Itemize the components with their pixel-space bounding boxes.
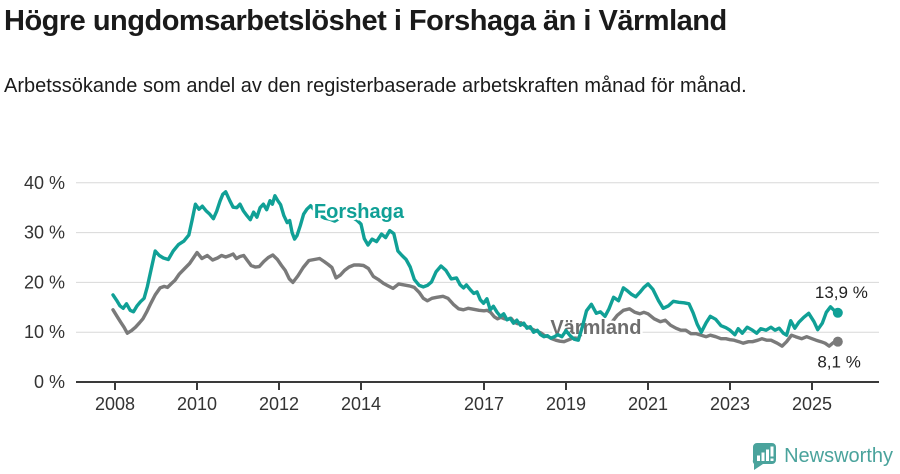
series-end-dot xyxy=(832,307,843,318)
x-axis-tick-label: 2023 xyxy=(710,394,750,414)
series-end-value-label: 8,1 % xyxy=(817,353,860,372)
series-end-dot xyxy=(832,336,843,347)
chart-subtitle: Arbetssökande som andel av den registerb… xyxy=(4,75,747,97)
series-name-label: Värmland xyxy=(550,317,641,339)
y-axis-tick-label: 40 % xyxy=(24,173,65,193)
y-axis-tick-label: 10 % xyxy=(24,322,65,342)
x-axis-tick-label: 2025 xyxy=(792,394,832,414)
x-axis-tick-label: 2014 xyxy=(341,394,381,414)
x-axis-tick-label: 2012 xyxy=(259,394,299,414)
newsworthy-logo[interactable]: Newsworthy xyxy=(752,442,893,470)
series-line-vrmland xyxy=(111,250,840,348)
series-end-value-label: 13,9 % xyxy=(815,283,868,302)
x-axis-tick-label: 2008 xyxy=(95,394,135,414)
newsworthy-logo-text: Newsworthy xyxy=(784,444,893,467)
x-axis-tick-label: 2010 xyxy=(177,394,217,414)
series-line-forshaga xyxy=(111,190,840,342)
y-axis-tick-label: 20 % xyxy=(24,272,65,292)
series-name-label: Forshaga xyxy=(314,201,405,223)
y-axis-tick-label: 0 % xyxy=(34,372,65,392)
x-axis-tick-label: 2019 xyxy=(546,394,586,414)
y-axis-tick-label: 30 % xyxy=(24,223,65,243)
newsworthy-logo-icon xyxy=(752,443,777,470)
x-axis-tick-label: 2021 xyxy=(628,394,668,414)
page-title: Högre ungdomsarbetslöshet i Forshaga än … xyxy=(4,5,727,37)
x-axis-tick-label: 2017 xyxy=(464,394,504,414)
